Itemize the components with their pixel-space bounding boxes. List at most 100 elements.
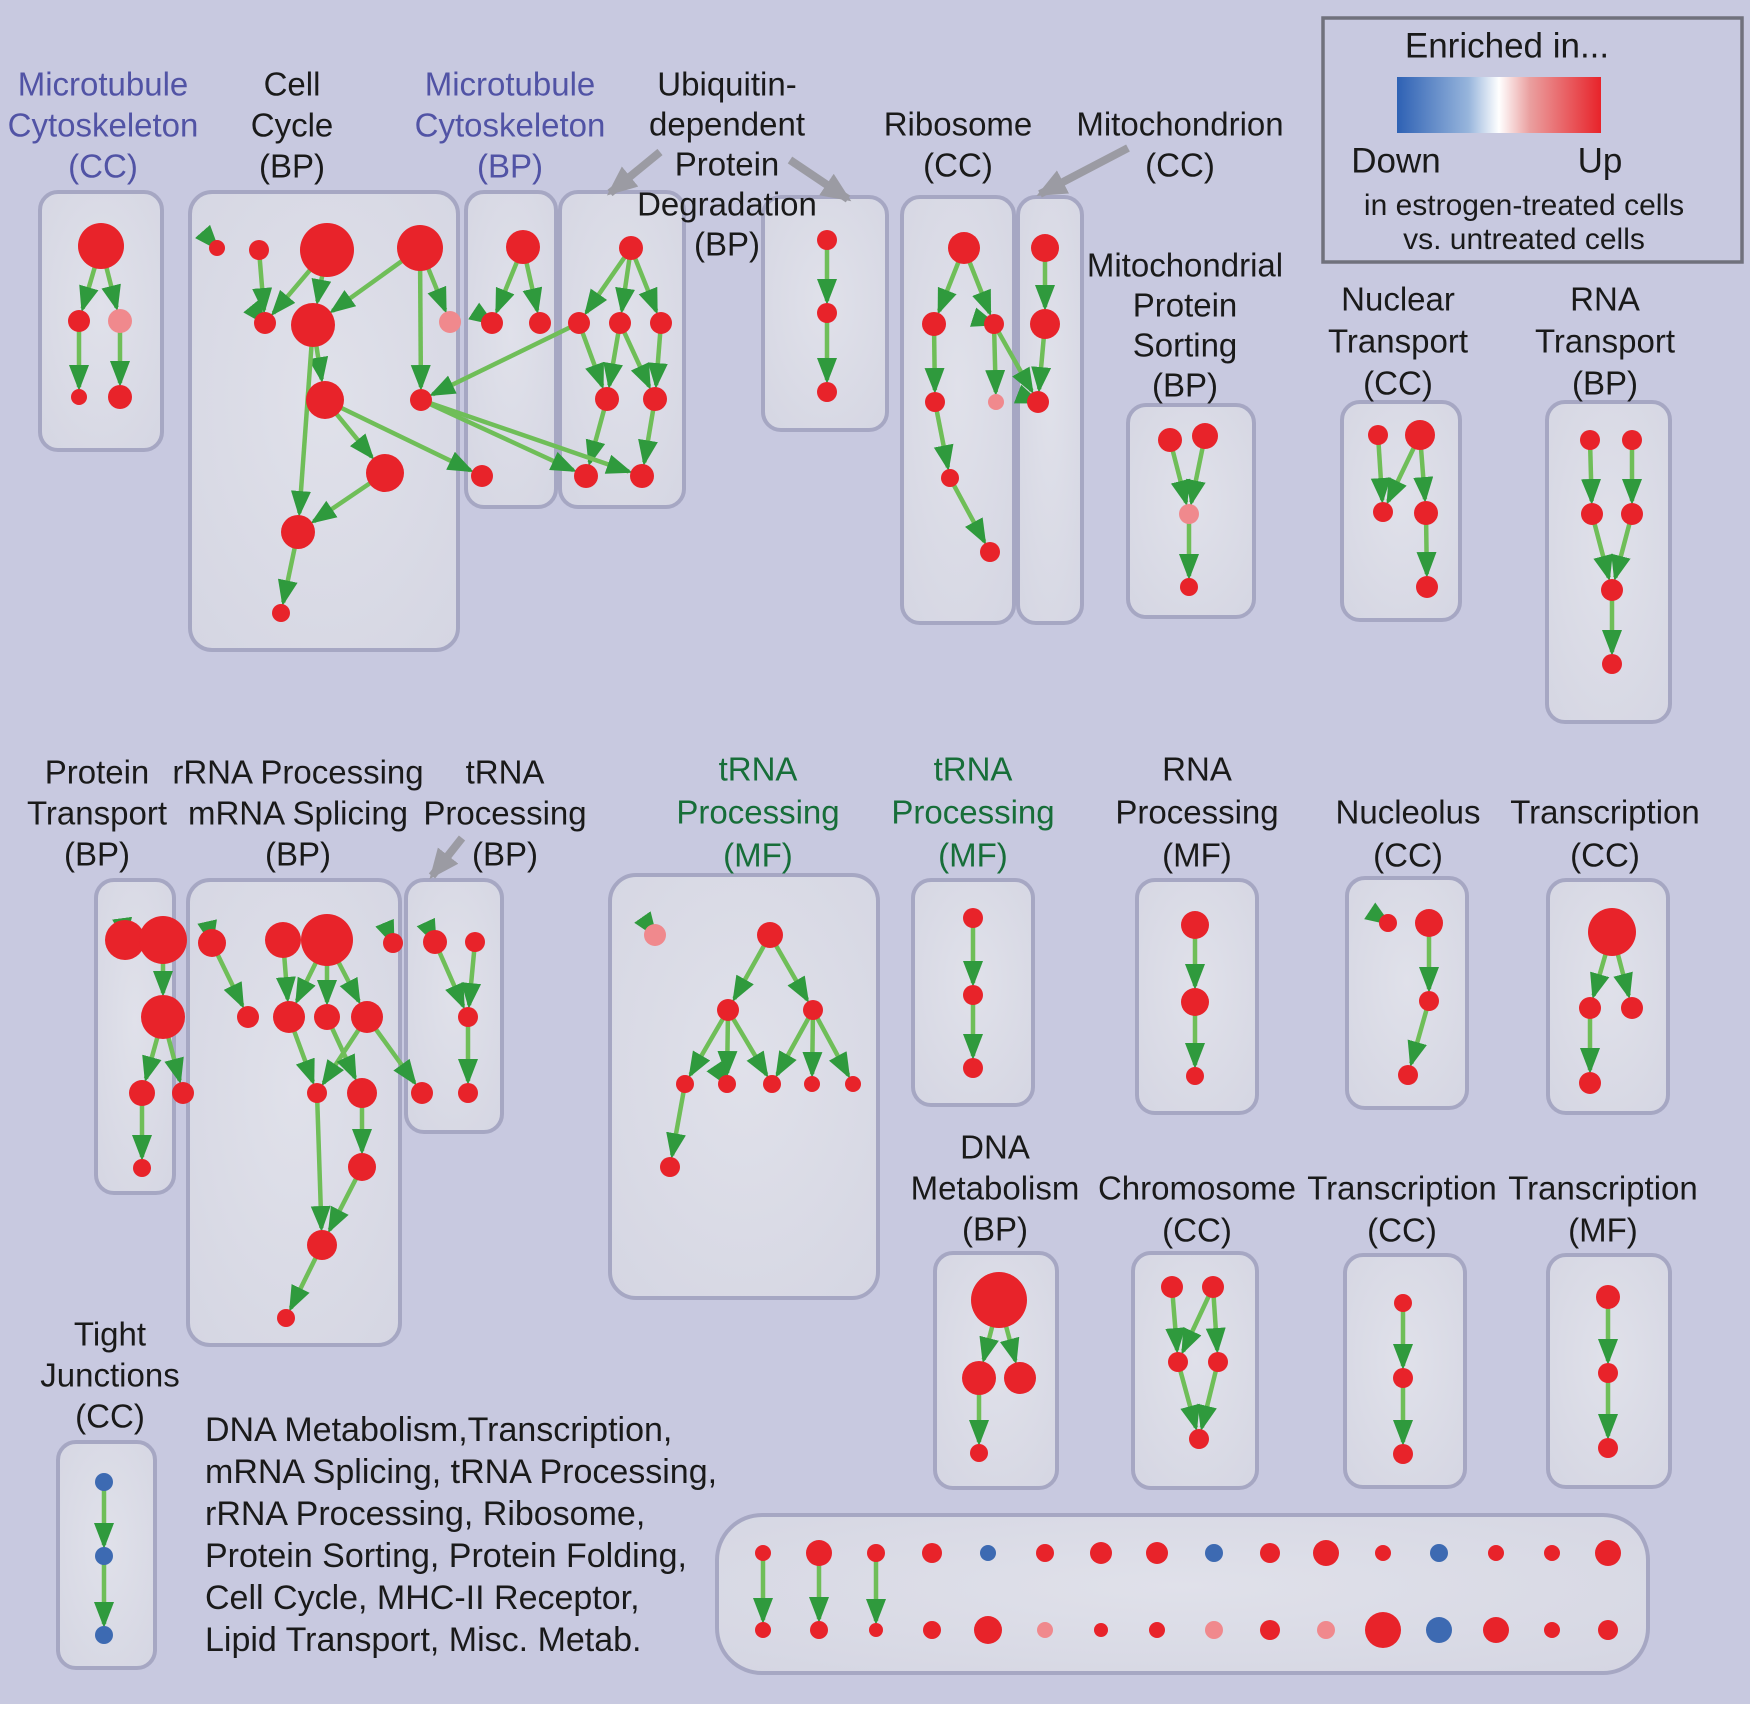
gene-set-node-W5 [458, 1083, 478, 1103]
gene-set-node-B1 [209, 240, 225, 256]
enrichment-edge [410, 247, 431, 392]
misc-categories-note-line-5: Cell Cycle, MHC-II Receptor, [205, 1579, 640, 1617]
gene-set-node-S3 [1581, 503, 1603, 525]
gene-set-node-R5 [988, 394, 1004, 410]
label-transcription-cc-bottom: (CC) [1367, 1212, 1437, 1249]
gene-set-node-W4 [411, 1082, 433, 1104]
enrichment-edge [811, 1008, 851, 1079]
enrichment-edge [429, 320, 580, 397]
gene-set-node-K3b [869, 1623, 883, 1637]
gene-set-node-V3 [817, 382, 837, 402]
gene-set-node-U6 [643, 387, 667, 411]
gene-set-node-S1 [1580, 430, 1600, 450]
label-protein-transport-bp: (BP) [64, 836, 130, 873]
gene-set-node-A5 [108, 385, 132, 409]
gene-set-node-R7 [980, 542, 1000, 562]
gene-set-node-P3 [1179, 504, 1199, 524]
gene-set-node-K1t [755, 1545, 771, 1561]
gene-set-node-RL [307, 1230, 337, 1260]
label-trna-processing-mf-2: tRNA [934, 751, 1013, 788]
enrichment-edge [420, 397, 577, 473]
gene-set-node-T5 [1416, 576, 1438, 598]
cluster-box-misc-cluster-strip [715, 1513, 1650, 1675]
gene-set-node-K2t [806, 1540, 832, 1566]
gene-set-node-R3 [984, 314, 1004, 334]
gene-set-node-U2 [568, 312, 590, 334]
label-ribosome-cc: Ribosome [884, 106, 1033, 143]
gene-set-node-RM [277, 1309, 295, 1327]
gene-set-node-RK [348, 1153, 376, 1181]
gene-set-node-C3 [1168, 1352, 1188, 1372]
misc-categories-note-line-4: Protein Sorting, Protein Folding, [205, 1537, 687, 1575]
gene-set-node-K12b [1365, 1612, 1401, 1648]
label-rna-transport-bp: RNA [1570, 281, 1640, 318]
gene-set-node-X9 [845, 1076, 861, 1092]
enrichment-edge [948, 476, 987, 545]
enrichment-edge [461, 941, 482, 1010]
enrichment-edge [992, 322, 1034, 395]
gene-set-node-PT5 [172, 1082, 194, 1104]
label-trna-processing-bp: tRNA [466, 754, 545, 791]
cluster-box-chromosome-cc [1131, 1251, 1259, 1490]
label-tight-junctions-cc: Tight [74, 1316, 146, 1353]
gene-set-node-B9 [410, 389, 432, 411]
label-rna-transport-bp: Transport [1535, 323, 1675, 360]
label-transcription-cc-mid: (CC) [1570, 837, 1640, 874]
label-nuclear-transport-cc: Transport [1328, 323, 1468, 360]
label-transcription-mf: Transcription [1508, 1170, 1698, 1207]
enrichment-edge [617, 322, 652, 390]
gene-set-node-K11b [1317, 1621, 1335, 1639]
cluster-box-rna-transport-bp [1545, 400, 1672, 724]
label-ubiquitin-dependent-protein-degradation-bp: (BP) [694, 226, 760, 263]
gene-set-node-F2 [1598, 1363, 1618, 1383]
gene-set-node-Q3 [1027, 391, 1049, 413]
gene-set-node-X7 [763, 1075, 781, 1093]
gene-set-node-TA [1588, 908, 1636, 956]
gene-set-node-E3 [1393, 1444, 1413, 1464]
label-microtubule-cytoskeleton-bp: Microtubule [425, 66, 596, 103]
cluster-box-mitochondrion-cc [1016, 195, 1084, 625]
gene-set-node-C4 [1208, 1352, 1228, 1372]
enrichment-edge [576, 322, 605, 390]
label-trna-processing-mf-1: (MF) [723, 837, 793, 874]
label-trna-processing-bp: (BP) [472, 836, 538, 873]
gene-set-node-K10t [1260, 1543, 1280, 1563]
gene-set-node-B2 [249, 240, 269, 260]
gene-set-node-RJ [347, 1078, 377, 1108]
gene-set-node-K13b [1426, 1617, 1452, 1643]
label-tight-junctions-cc: (CC) [75, 1398, 145, 1435]
gene-set-node-D3 [1004, 1362, 1036, 1394]
gene-set-node-K4b [923, 1621, 941, 1639]
label-microtubule-cytoskeleton-bp: Cytoskeleton [415, 107, 606, 144]
enrichment-edge [290, 324, 316, 518]
gene-set-node-RE [237, 1006, 259, 1028]
gene-set-node-G1 [95, 1473, 113, 1491]
legend-down-label: Down [1351, 141, 1440, 180]
label-microtubule-cytoskeleton-bp: (BP) [477, 148, 543, 185]
gene-set-node-M1 [506, 230, 540, 264]
gene-set-node-P2 [1192, 423, 1218, 449]
gene-set-node-K8t [1146, 1542, 1168, 1564]
gene-set-node-K6b [1037, 1622, 1053, 1638]
gene-set-node-T2 [1405, 420, 1435, 450]
gene-set-node-K9b [1205, 1621, 1223, 1639]
gene-set-node-PT4 [129, 1080, 155, 1106]
gene-set-node-Y2 [963, 985, 983, 1005]
label-trna-processing-mf-2: (MF) [938, 837, 1008, 874]
label-microtubule-cytoskeleton-cc: (CC) [68, 148, 138, 185]
gene-set-node-X3 [717, 999, 739, 1021]
enrichment-edge [252, 249, 273, 315]
gene-set-node-TC [1621, 997, 1643, 1019]
enrichment-edge [985, 323, 1006, 397]
enrichment-edge [1197, 1361, 1221, 1432]
gene-set-node-U8 [630, 464, 654, 488]
cluster-box-trna-processing-mf-main [608, 873, 880, 1300]
gene-set-node-P4 [1180, 578, 1198, 596]
gene-set-node-K16b [1598, 1620, 1618, 1640]
label-nuclear-transport-cc: Nuclear [1341, 281, 1455, 318]
label-protein-transport-bp: Protein [45, 754, 150, 791]
gene-set-node-U4 [650, 312, 672, 334]
gene-set-node-K12t [1375, 1545, 1391, 1561]
